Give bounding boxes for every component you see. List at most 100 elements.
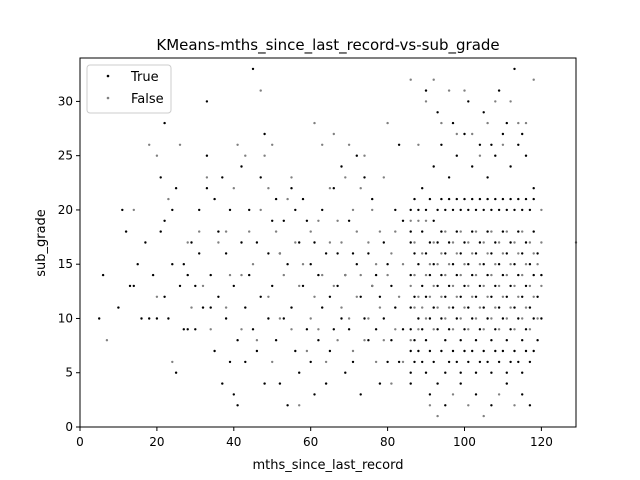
point-false-116: [444, 230, 447, 233]
point-true-16: [163, 295, 166, 298]
point-true-69: [271, 219, 274, 222]
point-true-128: [382, 317, 385, 320]
point-true-118: [363, 317, 366, 320]
point-true-296: [532, 230, 535, 233]
y-axis: 0 5 10 15 20 25 30: [58, 94, 80, 434]
point-false-35: [278, 317, 282, 320]
point-true-255: [497, 306, 501, 309]
point-false-68: [355, 295, 358, 298]
point-true-70: [271, 284, 274, 288]
point-false-78: [374, 263, 378, 266]
point-true-140: [409, 241, 412, 244]
point-true-173: [432, 263, 435, 266]
point-true-274: [513, 306, 516, 309]
point-false-104: [424, 219, 428, 222]
point-true-49: [232, 393, 235, 396]
point-true-96: [321, 306, 324, 309]
point-true-137: [401, 328, 405, 331]
point-true-206: [459, 252, 462, 255]
point-true-13: [159, 230, 162, 233]
point-true-294: [528, 360, 532, 364]
point-true-11: [151, 273, 155, 277]
point-true-138: [401, 219, 405, 222]
point-false-100: [417, 295, 420, 298]
point-true-4: [124, 230, 128, 233]
point-true-184: [440, 317, 443, 320]
point-false-91: [401, 263, 405, 266]
legend-label-false: False: [131, 92, 164, 107]
point-true-279: [517, 317, 520, 320]
y-tick-label-15: 15: [58, 257, 73, 271]
point-true-108: [344, 371, 347, 374]
point-false-188: [471, 132, 474, 136]
point-true-301: [536, 295, 539, 298]
point-false-170: [524, 306, 528, 309]
point-true-305: [432, 165, 435, 168]
point-true-158: [421, 230, 424, 233]
point-true-57: [248, 208, 251, 212]
point-false-118: [444, 317, 447, 320]
point-true-112: [351, 360, 355, 364]
point-true-267: [509, 197, 512, 201]
point-true-265: [505, 339, 508, 342]
point-true-154: [417, 263, 420, 266]
point-false-34: [278, 252, 282, 255]
point-true-165: [424, 339, 428, 342]
point-false-108: [428, 295, 432, 298]
point-true-263: [505, 252, 508, 255]
point-false-26: [259, 208, 262, 212]
point-true-78: [286, 263, 289, 266]
point-true-196: [451, 208, 455, 212]
legend-marker-false: [106, 96, 110, 100]
point-false-64: [347, 317, 351, 320]
point-true-150: [413, 295, 416, 298]
point-true-304: [540, 317, 543, 320]
point-true-320: [444, 404, 447, 407]
point-false-67: [351, 349, 355, 353]
point-false-42: [298, 404, 301, 407]
point-true-81: [294, 208, 297, 212]
point-true-146: [409, 382, 412, 385]
point-true-270: [509, 328, 512, 331]
point-false-66: [351, 208, 355, 212]
chart-title: KMeans-mths_since_last_record-vs-sub_gra…: [156, 36, 499, 55]
y-tick-label-30: 30: [58, 94, 73, 108]
point-true-259: [501, 273, 505, 277]
point-false-201: [467, 404, 470, 407]
point-true-317: [524, 154, 528, 157]
point-false-96: [413, 241, 416, 244]
point-false-101: [417, 328, 420, 331]
point-true-198: [451, 306, 455, 309]
point-true-203: [455, 317, 458, 320]
point-false-145: [486, 295, 489, 298]
point-false-106: [424, 317, 428, 320]
point-true-171: [428, 349, 432, 353]
point-false-45: [309, 317, 312, 320]
point-false-122: [451, 284, 455, 288]
point-true-162: [424, 208, 428, 212]
point-false-70: [359, 187, 362, 190]
point-false-22: [244, 154, 247, 157]
y-tick-label-0: 0: [65, 420, 73, 434]
point-false-9: [190, 306, 193, 309]
point-true-172: [432, 219, 435, 222]
point-false-147: [490, 273, 493, 277]
point-false-12: [205, 176, 209, 179]
point-true-15: [163, 219, 166, 222]
point-false-79: [374, 360, 378, 364]
point-false-37: [286, 197, 289, 201]
point-false-23: [248, 230, 251, 233]
point-false-113: [436, 306, 439, 309]
point-false-65: [347, 143, 351, 146]
point-true-157: [421, 187, 424, 190]
point-false-131: [467, 241, 470, 244]
point-true-225: [474, 252, 478, 255]
point-false-5: [167, 197, 170, 201]
point-false-15: [224, 230, 228, 233]
point-false-138: [474, 317, 478, 320]
point-false-163: [513, 328, 516, 331]
point-false-7: [178, 143, 182, 146]
point-true-310: [471, 165, 474, 168]
point-false-14: [217, 241, 220, 244]
point-true-102: [332, 328, 335, 331]
